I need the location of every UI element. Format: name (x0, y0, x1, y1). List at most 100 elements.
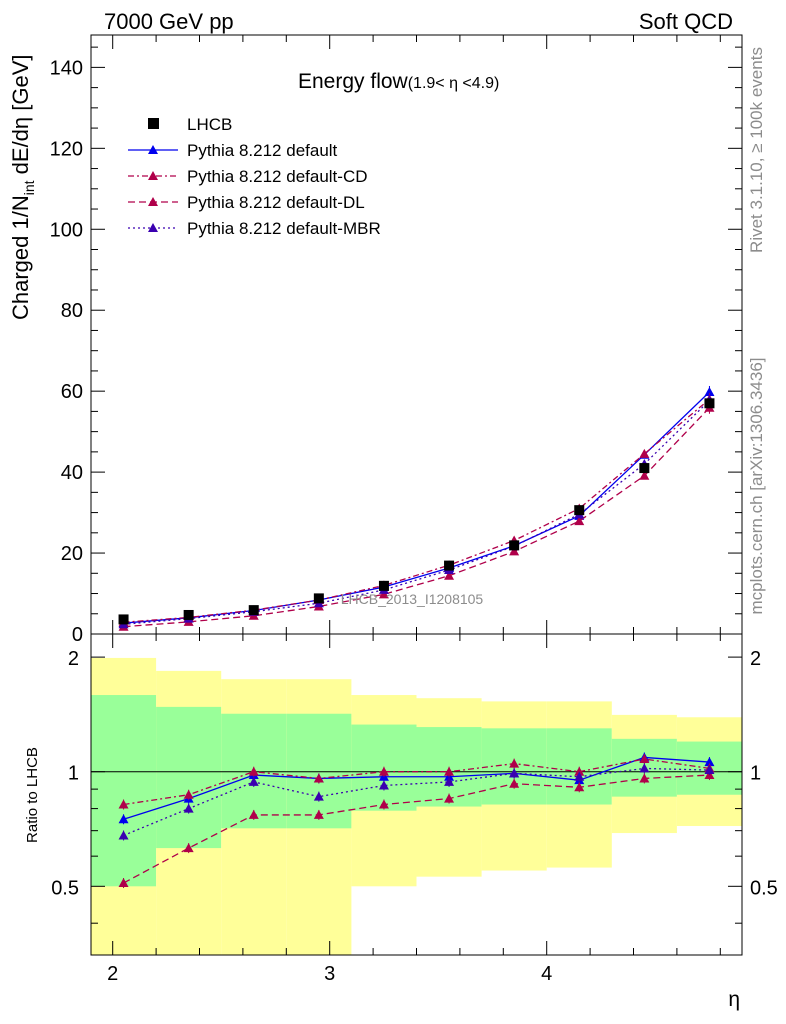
lhcb-data-point (248, 605, 259, 616)
main-series-marker (444, 570, 455, 580)
ratio-series-marker (183, 803, 194, 813)
ratio-band-inner (91, 695, 157, 887)
ratio-band-inner (546, 728, 612, 805)
ratio-series-marker (574, 771, 585, 781)
main-series-line (123, 407, 710, 628)
header-right: Soft QCD (639, 9, 733, 34)
chart-title-range: (1.9< η <4.9) (408, 75, 500, 92)
ratio-series-marker (118, 830, 129, 840)
ratio-series-marker (378, 766, 389, 776)
ratio-series-marker (248, 776, 259, 786)
lhcb-data-point (183, 609, 194, 620)
legend-marker (148, 145, 158, 154)
y-label-sub: int (21, 180, 37, 195)
main-y-tick-label: 0 (72, 624, 83, 646)
ratio-band-inner (156, 706, 222, 849)
legend-label: Pythia 8.212 default-MBR (187, 219, 381, 238)
ratio-x-tick-label: 4 (541, 963, 552, 985)
ratio-series-marker (378, 780, 389, 790)
ratio-y-tick-label-right: 0.5 (750, 877, 778, 899)
header-left: 7000 GeV pp (104, 9, 234, 34)
ratio-panel: 0.5 0.5 1 1 2 2 2 3 4 Ratio to LHCB η (24, 633, 778, 1011)
ratio-series-marker (118, 814, 129, 824)
ratio-x-tick-label: 2 (107, 963, 118, 985)
rivet-version-label: Rivet 3.1.10, ≥ 100k events (747, 47, 766, 253)
ratio-series-marker (313, 791, 324, 801)
ratio-series-marker (444, 766, 455, 776)
main-series-marker (574, 516, 585, 526)
main-y-tick-label: 140 (50, 57, 83, 79)
chart-title: Energy flow(1.9< η <4.9) (298, 70, 499, 93)
y-label-main: Charged 1/N (8, 195, 33, 320)
legend-label: Pythia 8.212 default-CD (187, 167, 368, 186)
legend-marker (148, 171, 158, 180)
lhcb-data-point (444, 560, 455, 571)
main-y-tick-label: 60 (61, 381, 83, 403)
main-series-marker (639, 448, 650, 458)
ratio-series-marker (704, 765, 715, 775)
lhcb-data-point (509, 540, 520, 551)
ratio-series-marker (313, 809, 324, 819)
ratio-series-marker (183, 843, 194, 853)
ratio-x-tick-label: 3 (324, 963, 335, 985)
legend-marker (148, 223, 158, 232)
legend-label: Pythia 8.212 default-DL (187, 193, 365, 212)
ratio-series-marker (378, 799, 389, 809)
ratio-y-tick-label: 1 (68, 763, 79, 785)
main-y-tick-label: 20 (61, 543, 83, 565)
analysis-watermark: LHCB_2013_I1208105 (341, 591, 484, 607)
legend-label: Pythia 8.212 default (187, 141, 338, 160)
ratio-series-marker (704, 757, 715, 767)
lhcb-data-point (639, 463, 650, 474)
main-series-marker (639, 470, 650, 480)
ratio-series-line (123, 774, 710, 884)
ratio-series-marker (118, 799, 129, 809)
legend-label: LHCB (187, 115, 232, 134)
ratio-series-marker (248, 809, 259, 819)
main-series-line (123, 398, 710, 623)
lhcb-data-point (378, 580, 389, 591)
main-y-tick-label: 120 (50, 138, 83, 160)
main-series-line (123, 400, 710, 625)
lhcb-data-point (313, 593, 324, 604)
ratio-series-marker (574, 766, 585, 776)
ratio-series-marker (118, 878, 129, 888)
ratio-series-marker (639, 773, 650, 783)
main-y-axis-label: Charged 1/Nint dE/dη [GeV] (8, 54, 37, 320)
main-panel: 0 20 40 60 80 100 120 140 LHCB_2013_I1208105 En… (8, 34, 743, 646)
ratio-series-marker (444, 793, 455, 803)
lhcb-data-point (704, 398, 715, 409)
main-y-tick-label: 80 (61, 300, 83, 322)
mcplots-label: mcplots.cern.ch [arXiv:1306.3436] (747, 357, 766, 614)
main-y-tick-label: 40 (61, 462, 83, 484)
main-y-tick-label: 100 (50, 219, 83, 241)
legend-marker (148, 197, 158, 206)
main-series-line (123, 391, 710, 624)
ratio-series-marker (313, 773, 324, 783)
ratio-series-marker (509, 778, 520, 788)
legend-marker-data (148, 118, 159, 129)
ratio-series-marker (509, 768, 520, 778)
ratio-series-marker (574, 782, 585, 792)
lhcb-data-point (118, 614, 129, 625)
ratio-series-line (123, 756, 710, 820)
ratio-y-tick-label-right: 1 (750, 763, 761, 785)
ratio-y-tick-label: 2 (68, 648, 79, 670)
y-label-tail: dE/dη [GeV] (8, 54, 33, 180)
ratio-series-marker (639, 753, 650, 763)
ratio-band-inner (286, 713, 352, 829)
ratio-y-tick-label-right: 2 (750, 648, 761, 670)
ratio-series-line (123, 767, 710, 837)
ratio-series-marker (639, 763, 650, 773)
lhcb-data-point (574, 505, 585, 516)
ratio-y-axis-label: Ratio to LHCB (24, 747, 41, 843)
ratio-series-marker (509, 758, 520, 768)
ratio-series-line (123, 758, 710, 806)
chart-title-main: Energy flow (298, 70, 409, 93)
legend: LHCB Pythia 8.212 default Pythia 8.212 def… (128, 115, 381, 238)
ratio-series-marker (183, 789, 194, 799)
ratio-series-marker (248, 766, 259, 776)
main-series-marker (509, 546, 520, 556)
x-axis-label: η (728, 988, 740, 1011)
